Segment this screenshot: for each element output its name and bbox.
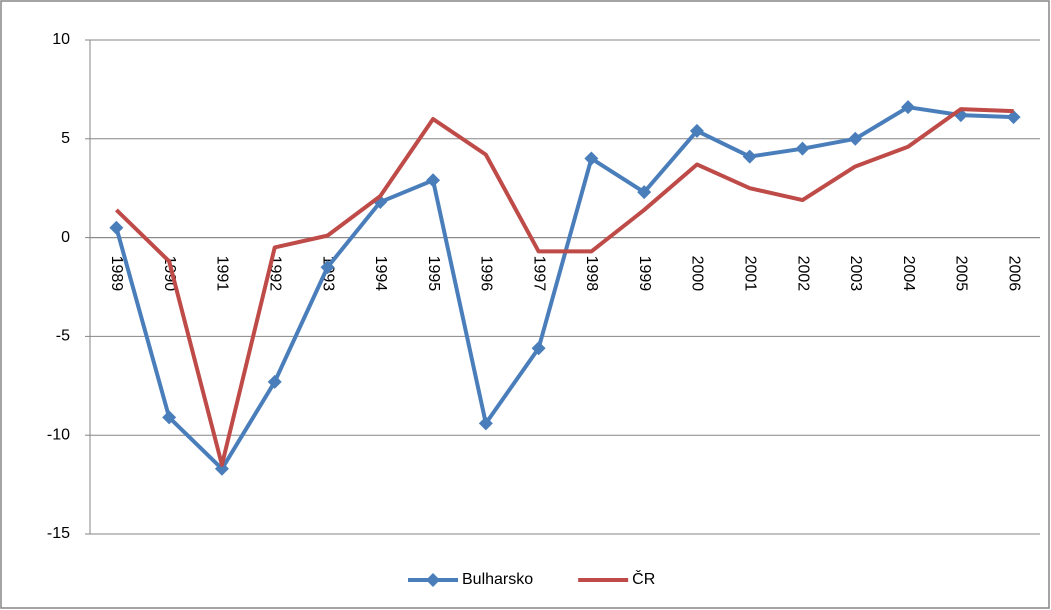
- series-marker: [901, 100, 916, 115]
- x-tick-label: 2004: [900, 256, 917, 292]
- x-tick-label: 1996: [478, 256, 495, 292]
- x-tick-label: 2003: [847, 256, 864, 292]
- legend-label: Bulharsko: [462, 571, 533, 588]
- x-tick-label: 2006: [1005, 256, 1022, 292]
- series-marker: [320, 260, 335, 275]
- x-tick-label: 1998: [583, 256, 600, 292]
- series-marker: [637, 185, 652, 200]
- series-marker: [848, 131, 863, 146]
- series-line: [114, 107, 1014, 467]
- series-marker: [1006, 110, 1021, 125]
- y-tick-label: -10: [47, 426, 70, 443]
- legend-marker: [426, 573, 440, 587]
- x-tick-label: 1995: [425, 256, 442, 292]
- series-marker: [742, 149, 757, 164]
- series-marker: [689, 123, 704, 138]
- series-marker: [795, 141, 810, 156]
- series-marker: [426, 173, 441, 188]
- legend-label: ČR: [632, 569, 655, 588]
- y-tick-label: 5: [61, 130, 70, 147]
- y-tick-label: -15: [47, 525, 70, 542]
- y-tick-label: 0: [61, 229, 70, 246]
- series-marker: [162, 410, 177, 425]
- series-marker: [214, 461, 229, 476]
- series-marker: [531, 341, 546, 356]
- x-tick-label: 1994: [372, 256, 389, 292]
- series-marker: [478, 416, 493, 431]
- x-tick-label: 2005: [953, 256, 970, 292]
- x-tick-label: 1999: [636, 256, 653, 292]
- x-tick-label: 1991: [214, 256, 231, 292]
- x-tick-label: 2001: [741, 256, 758, 292]
- series-marker: [109, 220, 124, 235]
- series-marker: [267, 374, 282, 389]
- x-tick-label: 1989: [108, 256, 125, 292]
- series-marker: [584, 151, 599, 166]
- y-tick-label: 10: [52, 31, 70, 48]
- x-tick-label: 2002: [794, 256, 811, 292]
- y-tick-label: -5: [56, 328, 70, 345]
- x-tick-label: 2000: [689, 256, 706, 292]
- x-tick-label: 1997: [530, 256, 547, 292]
